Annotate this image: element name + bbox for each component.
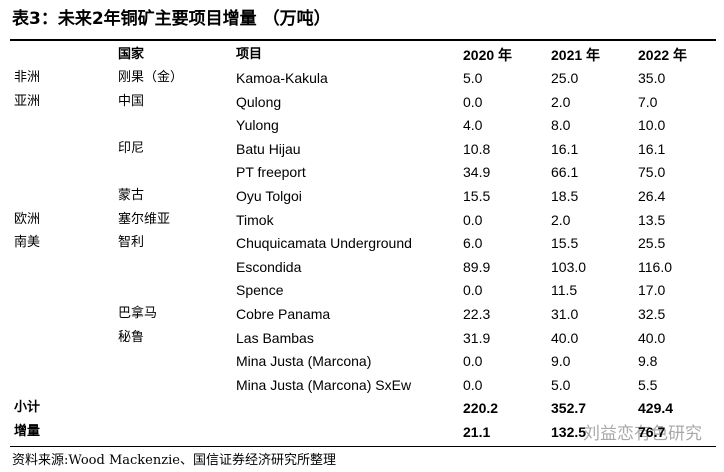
value-cell: 75.0 — [638, 164, 666, 181]
value-cell: 10.0 — [638, 117, 666, 134]
value-cell: 22.3 — [463, 306, 491, 322]
value-cell: 0.0 — [463, 211, 483, 228]
country-cell: 智利 — [118, 235, 145, 251]
project-cell: Timok — [236, 211, 274, 228]
project-cell: Kamoa-Kakula — [236, 70, 328, 86]
value-cell: 25.5 — [638, 235, 666, 252]
value-cell: 5.0 — [463, 70, 483, 86]
region-cell: 非洲 — [14, 70, 41, 85]
value-cell: 15.5 — [551, 235, 579, 252]
project-cell: Escondida — [236, 258, 302, 275]
value-cell: 9.0 — [551, 353, 571, 370]
value-cell: 25.0 — [551, 70, 579, 86]
value-cell: 2.0 — [551, 211, 571, 228]
total-value: 76.7 — [638, 424, 666, 440]
country-cell: 印尼 — [118, 140, 145, 156]
project-cell: Cobre Panama — [236, 306, 331, 322]
country-cell: 中国 — [118, 93, 145, 109]
value-cell: 66.1 — [551, 164, 579, 181]
country-cell: 刚果（金） — [118, 70, 184, 85]
country-cell: 巴拿马 — [118, 306, 158, 321]
column-header: 2021 年 — [551, 47, 601, 63]
value-cell: 6.0 — [463, 235, 483, 252]
region-cell: 欧洲 — [14, 211, 41, 227]
value-cell: 34.9 — [463, 164, 491, 181]
value-cell: 17.0 — [638, 282, 666, 299]
project-cell: Yulong — [236, 117, 279, 134]
project-cell: Oyu Tolgoi — [236, 188, 302, 204]
value-cell: 35.0 — [638, 70, 666, 86]
value-cell: 11.5 — [551, 282, 578, 299]
column-header: 国家 — [118, 47, 145, 62]
project-cell: PT freeport — [236, 164, 306, 181]
total-value: 21.1 — [463, 424, 491, 440]
value-cell: 4.0 — [463, 117, 483, 134]
total-label: 小计 — [14, 400, 41, 416]
value-cell: 26.4 — [638, 188, 666, 204]
value-cell: 0.0 — [463, 93, 483, 110]
column-header: 2022 年 — [638, 47, 688, 63]
bottom-rule — [10, 446, 716, 447]
column-header: 项目 — [236, 47, 263, 62]
value-cell: 31.0 — [551, 306, 579, 322]
total-value: 429.4 — [638, 400, 674, 417]
value-cell: 32.5 — [638, 306, 666, 322]
value-cell: 13.5 — [638, 211, 666, 228]
region-cell: 亚洲 — [14, 93, 41, 109]
country-cell: 塞尔维亚 — [118, 211, 171, 227]
value-cell: 0.0 — [463, 353, 483, 370]
value-cell: 5.5 — [638, 376, 658, 393]
watermark: 刘益恋有色研究 — [583, 424, 702, 443]
value-cell: 7.0 — [638, 93, 658, 110]
country-cell: 蒙古 — [118, 188, 145, 203]
value-cell: 0.0 — [463, 376, 483, 393]
value-cell: 40.0 — [638, 329, 666, 346]
value-cell: 16.1 — [638, 140, 666, 157]
total-value: 220.2 — [463, 400, 499, 417]
region-cell: 南美 — [14, 235, 41, 251]
value-cell: 16.1 — [551, 140, 579, 157]
column-header: 2020 年 — [463, 47, 513, 63]
value-cell: 40.0 — [551, 329, 579, 346]
total-label: 增量 — [14, 424, 41, 439]
value-cell: 2.0 — [551, 93, 571, 110]
value-cell: 9.8 — [638, 353, 658, 370]
value-cell: 10.8 — [463, 140, 491, 157]
country-cell: 秘鲁 — [118, 329, 145, 345]
value-cell: 31.9 — [463, 329, 491, 346]
project-cell: Batu Hijau — [236, 140, 301, 157]
value-cell: 103.0 — [551, 258, 587, 275]
project-cell: Las Bambas — [236, 329, 314, 346]
value-cell: 18.5 — [551, 188, 579, 204]
top-rule — [10, 39, 716, 41]
project-cell: Mina Justa (Marcona) — [236, 353, 372, 370]
value-cell: 5.0 — [551, 376, 571, 393]
value-cell: 116.0 — [638, 258, 672, 275]
source-note: 资料来源:Wood Mackenzie、国信证券经济研究所整理 — [12, 453, 336, 468]
value-cell: 15.5 — [463, 188, 491, 204]
value-cell: 8.0 — [551, 117, 571, 134]
total-value: 132.5 — [551, 424, 587, 440]
value-cell: 0.0 — [463, 282, 483, 299]
project-cell: Spence — [236, 282, 284, 299]
project-cell: Qulong — [236, 93, 282, 110]
value-cell: 89.9 — [463, 258, 491, 275]
table-title: 表3：未来2年铜矿主要项目增量 （万吨） — [12, 9, 331, 29]
total-value: 352.7 — [551, 400, 587, 417]
project-cell: Chuquicamata Underground — [236, 235, 412, 252]
project-cell: Mina Justa (Marcona) SxEw — [236, 376, 412, 393]
